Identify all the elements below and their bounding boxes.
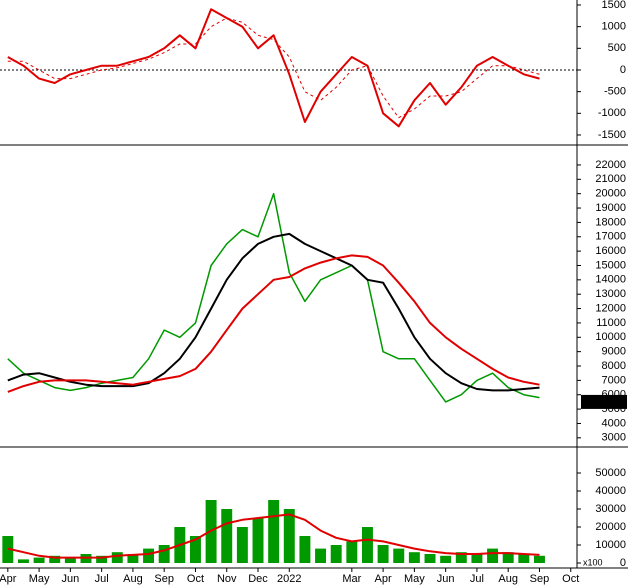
y-tick-label: 11000	[596, 317, 626, 329]
x-tick-label: Jul	[95, 573, 109, 585]
y-tick-label: 14000	[595, 274, 626, 286]
y-tick-label: 4000	[602, 417, 626, 429]
y-tick-label: 0	[620, 557, 626, 569]
y-tick-label: -1500	[598, 129, 626, 141]
y-tick-label: 50000	[595, 467, 626, 479]
x-tick-label: May	[404, 573, 425, 585]
y-unit-label: x100	[583, 557, 603, 567]
volume-bar	[299, 535, 311, 563]
y-tick-label: 1500	[602, 0, 626, 11]
last-price-box	[581, 394, 627, 409]
volume-bar	[221, 508, 233, 563]
y-tick-label: 16000	[595, 245, 626, 257]
volume-bar	[502, 552, 514, 563]
y-tick-label: 9000	[602, 346, 626, 358]
volume-bar	[393, 548, 405, 563]
x-tick-label: Aug	[498, 573, 518, 585]
x-tick-label: Jul	[470, 573, 484, 585]
volume-bar	[252, 517, 264, 563]
y-tick-label: 18000	[595, 216, 626, 228]
x-tick-label: Sep	[154, 573, 174, 585]
y-tick-label: 3000	[602, 432, 626, 444]
x-tick-label: Sep	[530, 573, 550, 585]
series-line	[7, 232, 540, 392]
y-tick-label: 20000	[595, 521, 626, 533]
y-tick-label: 15000	[595, 259, 626, 271]
y-tick-label: 21000	[595, 173, 626, 185]
series-line	[7, 254, 540, 393]
volume-bar	[518, 553, 530, 563]
x-tick-label: Aug	[123, 573, 143, 585]
y-tick-label: 0	[620, 64, 626, 76]
y-tick-label: 17000	[595, 231, 626, 243]
volume-bar	[64, 557, 76, 563]
series-line	[7, 8, 540, 128]
y-tick-label: 7000	[602, 374, 626, 386]
volume-bar	[127, 553, 139, 563]
y-tick-label: 10000	[595, 331, 626, 343]
volume-bar	[440, 555, 452, 563]
y-tick-label: 12000	[595, 302, 626, 314]
volume-bar	[189, 535, 201, 563]
y-tick-label: 22000	[595, 159, 626, 171]
y-tick-label: 20000	[595, 188, 626, 200]
x-tick-label: Apr	[375, 573, 392, 585]
x-tick-label: Apr	[0, 573, 17, 585]
volume-bar	[533, 555, 545, 563]
x-tick-label: Oct	[187, 573, 204, 585]
volume-bar	[96, 555, 108, 563]
volume-bar	[315, 548, 327, 563]
volume-bar	[283, 508, 295, 563]
y-tick-label: 10000	[595, 539, 626, 551]
x-tick-label: Oct	[562, 573, 579, 585]
volume-bar	[424, 553, 436, 563]
x-tick-label: Jun	[61, 573, 79, 585]
last-price-label: 5500.00	[584, 396, 624, 408]
volume-bar	[455, 552, 467, 563]
series-line	[7, 513, 540, 559]
y-tick-label: 500	[608, 42, 626, 54]
volume-bar	[236, 526, 248, 563]
y-tick-label: -500	[604, 86, 626, 98]
x-tick-label: Nov	[217, 573, 237, 585]
x-tick-label: May	[29, 573, 50, 585]
y-tick-label: -1000	[598, 107, 626, 119]
volume-bar	[487, 548, 499, 563]
volume-bar	[346, 541, 358, 563]
volume-bar	[33, 557, 45, 563]
volume-bar	[143, 548, 155, 563]
y-tick-label: 1000	[602, 21, 626, 33]
volume-bar	[408, 552, 420, 563]
volume-bar	[111, 552, 123, 563]
y-tick-label: 19000	[595, 202, 626, 214]
y-tick-label: 40000	[595, 485, 626, 497]
y-tick-label: 30000	[595, 503, 626, 515]
volume-bar	[268, 499, 280, 563]
x-tick-label: Dec	[248, 573, 268, 585]
x-tick-label: Mar	[342, 573, 361, 585]
volume-bar	[330, 544, 342, 563]
volume-bar	[17, 559, 29, 563]
y-tick-label: 8000	[602, 360, 626, 372]
volume-bar	[158, 544, 170, 563]
volume-bar	[361, 526, 373, 563]
volume-bar	[471, 553, 483, 563]
volume-bar	[377, 544, 389, 563]
x-tick-label: 2022	[277, 573, 301, 585]
volume-bar	[49, 555, 61, 563]
y-tick-label: 13000	[595, 288, 626, 300]
x-tick-label: Jun	[437, 573, 455, 585]
